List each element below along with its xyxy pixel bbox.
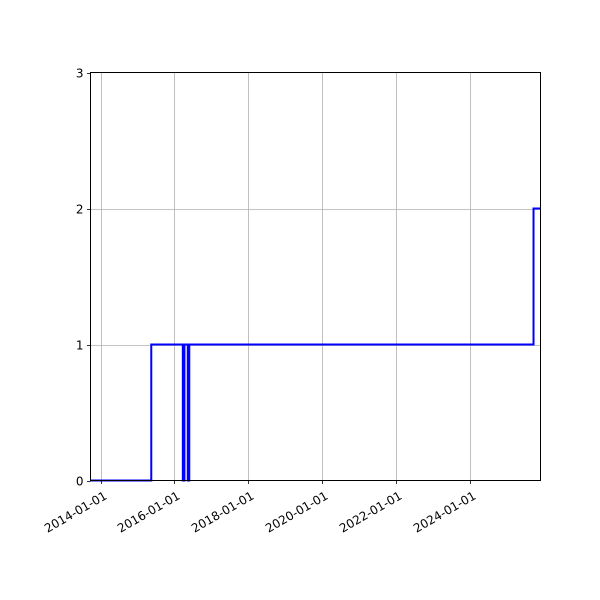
y-tick-label: 1 (76, 339, 84, 353)
grid (90, 72, 541, 481)
x-tick-label: 2020-01-01 (263, 489, 330, 536)
x-tick-label: 2016-01-01 (115, 489, 182, 536)
y-tick-label: 2 (76, 203, 84, 217)
series-line (90, 207, 541, 482)
y-tick-label: 0 (76, 475, 84, 489)
y-axis: 0 1 2 3 (76, 67, 91, 489)
x-tick-label: 2022-01-01 (337, 489, 404, 536)
series-group (90, 207, 541, 482)
y-tick-label: 3 (76, 67, 84, 81)
x-tick-label: 2018-01-01 (189, 489, 256, 536)
plot-frame (90, 72, 541, 481)
x-tick-label: 2014-01-01 (42, 489, 109, 536)
x-tick-label: 2024-01-01 (411, 489, 478, 536)
x-axis: 2014-01-01 2016-01-01 2018-01-01 2020-01-01… (42, 480, 478, 536)
